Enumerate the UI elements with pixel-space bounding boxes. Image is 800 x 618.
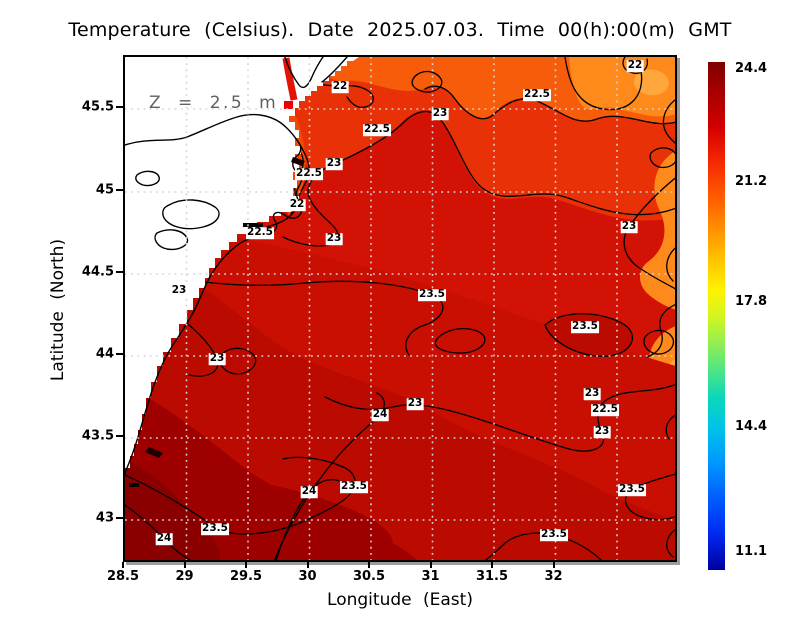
contour-label: 23 (620, 220, 638, 233)
contour-label: 23.5 (540, 528, 568, 541)
contour-label: 23.5 (340, 480, 368, 493)
band-24-plus-blob (185, 480, 393, 558)
y-tick-label: 45 (95, 182, 114, 198)
x-tick-mark (245, 562, 247, 568)
contour-label: 23 (170, 284, 188, 297)
colorbar-label: 24.4 (735, 61, 768, 76)
coastline (125, 57, 348, 476)
colorbar (708, 62, 725, 570)
contour-label: 24 (371, 408, 389, 421)
contour-label: 22 (288, 198, 306, 211)
x-tick-label: 32 (544, 569, 563, 584)
band-orange-right-upper (640, 151, 675, 310)
y-tick-mark (116, 106, 123, 108)
contour-label: 23.5 (571, 320, 599, 333)
y-tick-label: 44 (95, 346, 114, 362)
sea-fills (125, 57, 675, 560)
land-mass (125, 57, 359, 478)
y-tick-mark (116, 271, 123, 273)
gridlines (125, 57, 675, 560)
plot-area: Z = 2.5 m 22 22 22.5 23 22.5 23 22.5 22 22.5 23 23… (123, 55, 677, 562)
x-tick-mark (122, 562, 124, 568)
y-tick-label: 43.5 (81, 428, 114, 444)
contour-label: 23 (593, 425, 611, 438)
contour-label: 23.5 (201, 522, 229, 535)
y-tick-mark (116, 517, 123, 519)
contour-label: 23 (406, 397, 424, 410)
x-tick-mark (306, 562, 309, 568)
dark-cell-3 (145, 447, 163, 458)
contour-label: 23 (208, 352, 226, 365)
x-tick-mark (552, 562, 555, 568)
contour-label: 22.5 (295, 167, 323, 180)
y-tick-mark (116, 189, 123, 191)
y-tick-label: 45.5 (81, 99, 114, 115)
y-tick-mark (116, 353, 123, 355)
band-23-5-24-blob (545, 313, 633, 357)
contour-label: 23.5 (418, 288, 446, 301)
colorbar-label: 11.1 (735, 544, 768, 559)
x-tick-label: 31 (421, 569, 440, 584)
contour-label: 22.5 (523, 88, 551, 101)
contour-label: 23 (431, 107, 449, 120)
x-tick-label: 29.5 (229, 569, 263, 584)
plot-title: Temperature (Celsius). Date 2025.07.03. … (68, 19, 732, 41)
x-tick-mark (429, 562, 432, 568)
x-axis-label: Longitude (East) (327, 590, 473, 610)
band-24-5-core (125, 459, 221, 560)
colorbar-label: 21.2 (735, 174, 768, 189)
contour-label: 23 (325, 232, 343, 245)
contour-label: 24 (155, 532, 173, 545)
y-tick-label: 43 (95, 510, 114, 526)
band-21-5-22-corner-core (633, 69, 669, 96)
contour-label: 23 (325, 157, 343, 170)
colorbar-label: 14.4 (735, 419, 768, 434)
coast-marker (284, 101, 293, 109)
x-tick-label: 28.5 (106, 569, 140, 584)
x-tick-label: 30 (298, 569, 317, 584)
x-tick-label: 30.5 (352, 569, 386, 584)
contour-label: 22.5 (591, 403, 619, 416)
colorbar-label: 17.8 (735, 294, 768, 309)
y-tick-label: 44.5 (81, 264, 114, 280)
dark-cell-4 (129, 483, 139, 487)
depth-annotation: Z = 2.5 m (149, 93, 279, 113)
x-tick-mark (183, 562, 186, 568)
y-tick-mark (116, 435, 123, 437)
y-axis-label: Latitude (North) (48, 238, 68, 382)
contour-label: 24 (300, 485, 318, 498)
map-canvas (125, 57, 675, 560)
contour-label: 23 (583, 387, 601, 400)
contour-label: 22.5 (246, 226, 274, 239)
x-tick-label: 29 (175, 569, 194, 584)
contour-label: 22.5 (363, 123, 391, 136)
x-tick-mark (491, 562, 493, 568)
x-tick-label: 31.5 (475, 569, 509, 584)
x-tick-mark (368, 562, 370, 568)
contour-label: 23.5 (618, 483, 646, 496)
contour-label: 22 (626, 59, 644, 72)
contour-label: 22 (331, 80, 349, 93)
